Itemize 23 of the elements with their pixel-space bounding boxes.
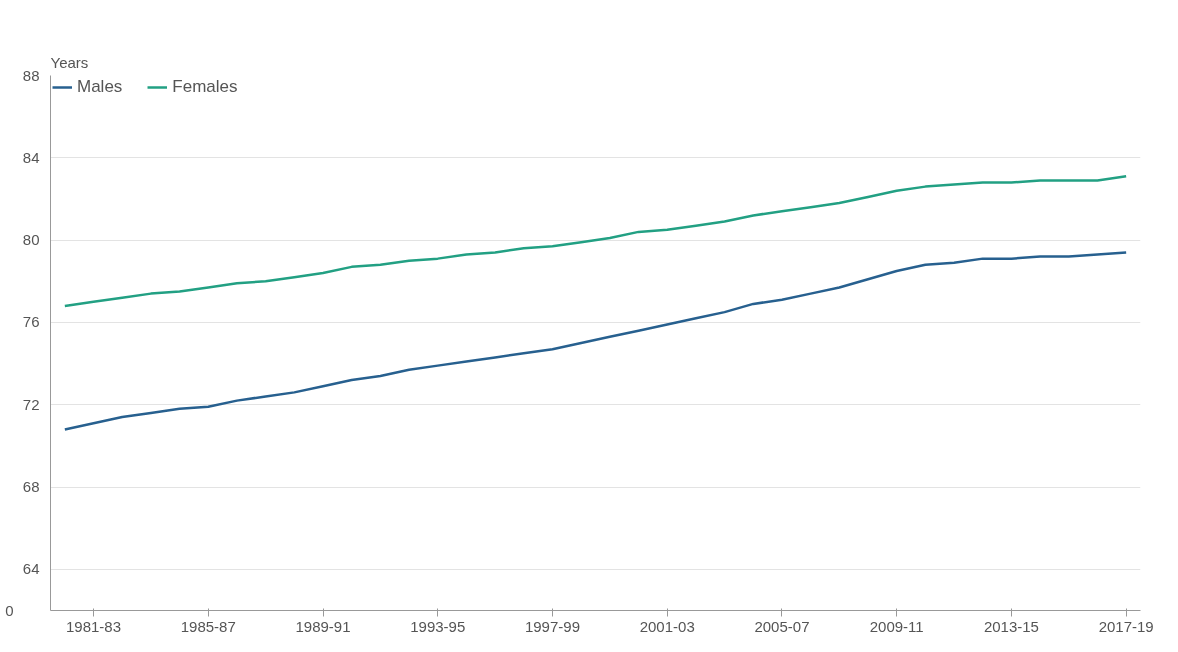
y-tick-label: 72	[22, 395, 40, 413]
legend-label: Males	[77, 77, 123, 97]
y-tick-label: 68	[22, 478, 40, 496]
x-tick-label: 2009-11	[869, 617, 924, 635]
y-tick-label: 84	[22, 148, 40, 166]
x-tick-label: 2005-07	[754, 617, 810, 635]
x-tick-label: 2017-19	[1098, 617, 1154, 635]
y-tick-label: 80	[22, 231, 40, 249]
x-tick-label: 1997-99	[524, 617, 581, 635]
y-tick-label: 64	[22, 560, 40, 578]
x-tick-label: 1985-87	[180, 617, 236, 635]
x-tick-label: 1989-91	[295, 617, 351, 635]
y-axis-title: Years	[50, 53, 89, 71]
x-tick-label: 2013-15	[983, 617, 1039, 635]
line-series	[63, 251, 1128, 431]
text: 0	[5, 601, 14, 619]
x-tick-label: 1981-83	[66, 617, 122, 635]
x-tick-label: 2001-03	[639, 617, 695, 635]
line-series	[63, 175, 1128, 308]
y-tick-label: 76	[22, 313, 40, 331]
y-tick-label: 88	[22, 66, 40, 84]
legend-label: Females	[172, 77, 238, 97]
x-tick-label: 1993-95	[410, 617, 466, 635]
